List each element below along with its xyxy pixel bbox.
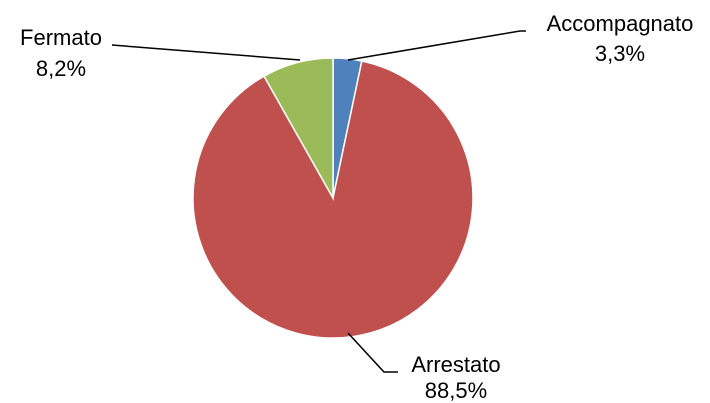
label-arrestato-name: Arrestato — [411, 352, 500, 377]
pie-slices — [192, 57, 474, 339]
leader-line-fermato — [111, 44, 301, 61]
label-fermato-value: 8,2% — [36, 56, 86, 81]
label-arrestato-value: 88,5% — [425, 378, 487, 403]
leader-line-arrestato — [347, 332, 398, 373]
label-accompagnato-value: 3,3% — [595, 41, 645, 66]
leader-lines — [111, 30, 526, 373]
label-fermato-name: Fermato — [20, 25, 102, 50]
leader-line-accompagnato — [347, 30, 526, 61]
pie-slice-arrestato — [192, 60, 474, 339]
label-accompagnato-name: Accompagnato — [547, 11, 694, 36]
pie-slice-fermato — [262, 57, 334, 201]
